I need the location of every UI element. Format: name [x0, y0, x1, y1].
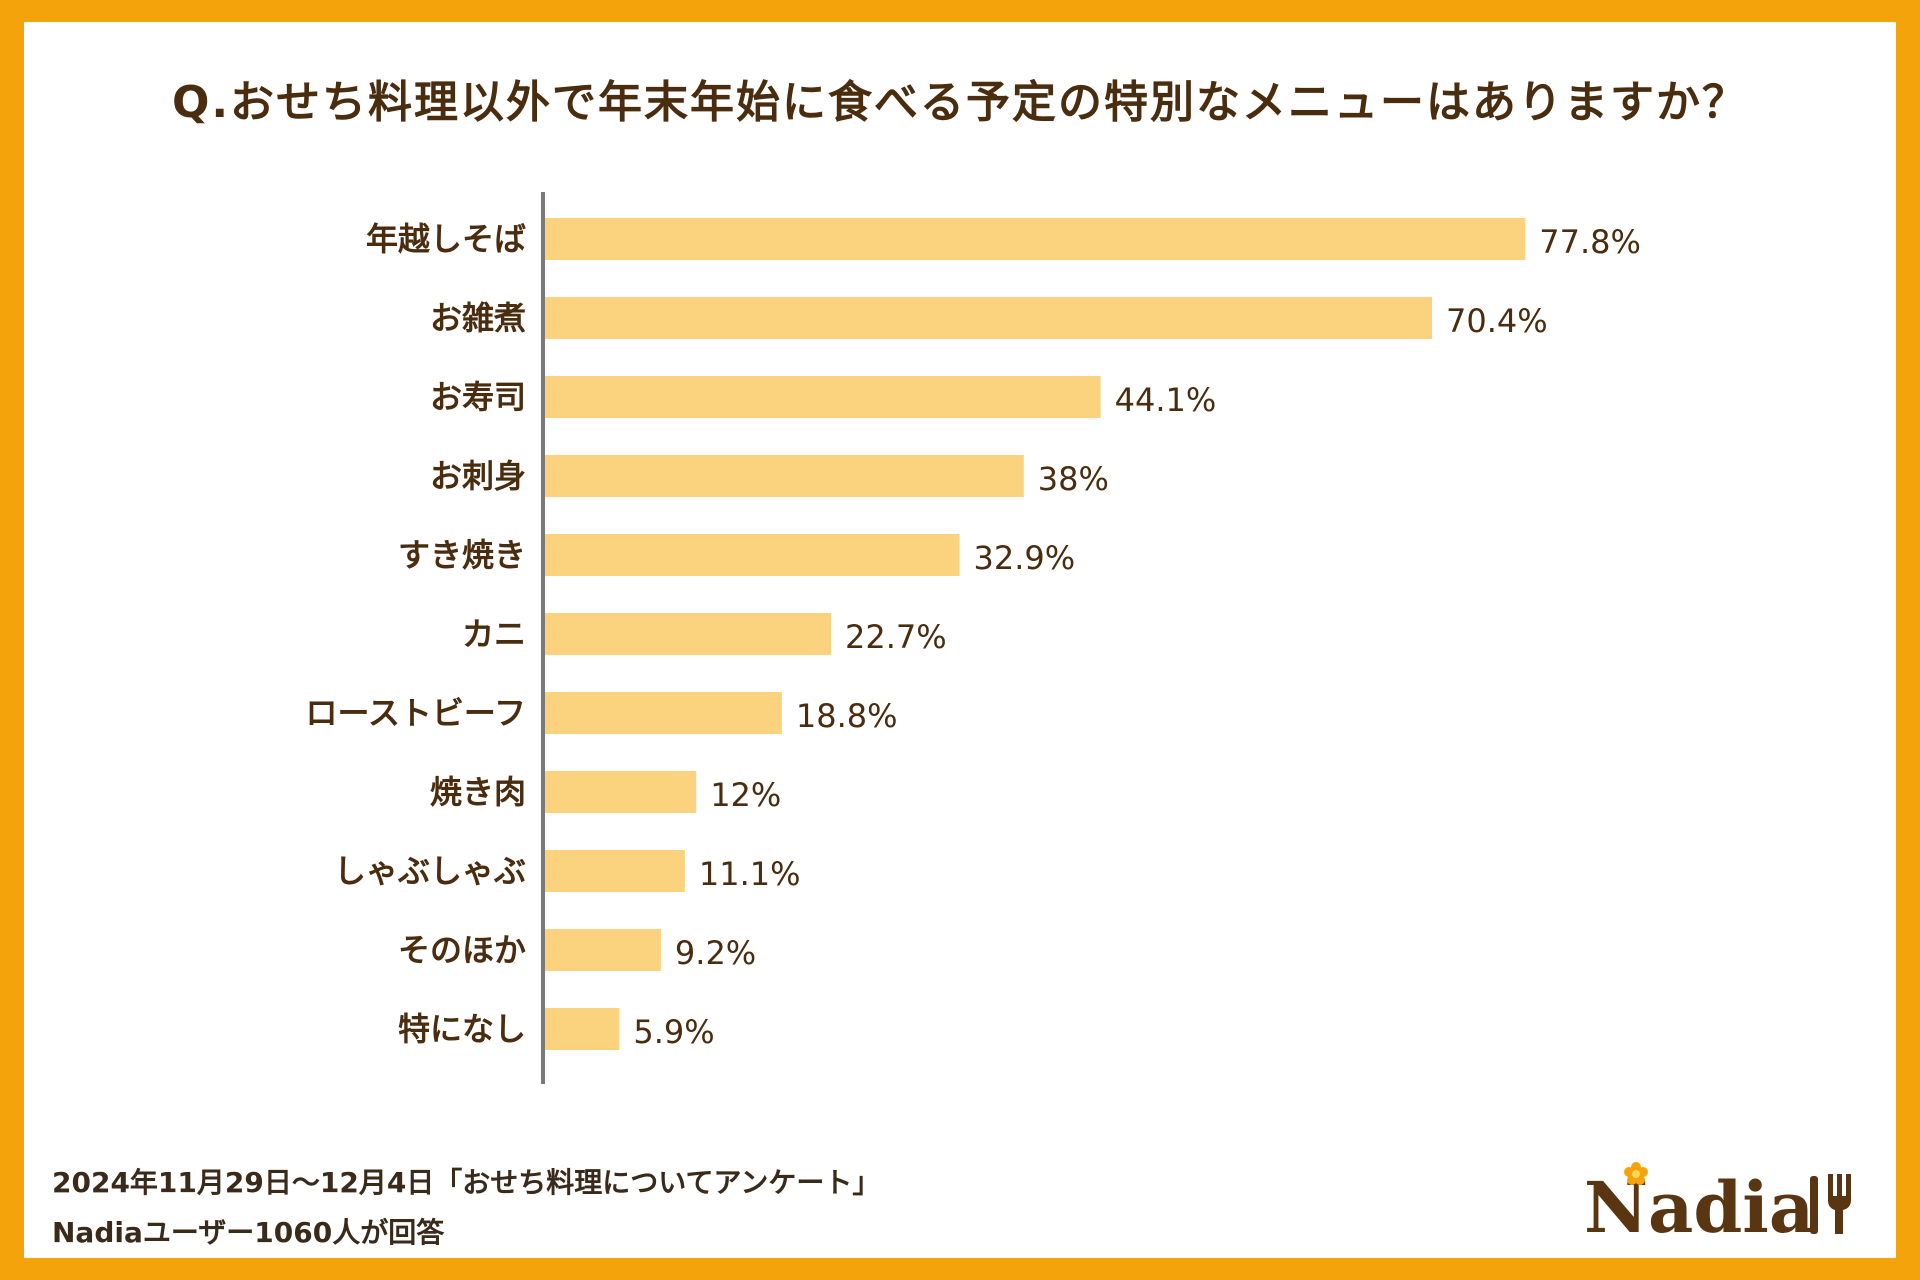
value-label: 22.7% [845, 618, 947, 656]
value-label: 18.8% [796, 697, 898, 735]
flower-icon [1624, 1162, 1648, 1185]
chart-title: Q.おせち料理以外で年末年始に食べる予定の特別なメニューはありますか？ [171, 77, 1749, 128]
category-label: 特になし [398, 1010, 526, 1048]
category-label: そのほか [398, 931, 526, 969]
bar-1 [545, 218, 1526, 260]
value-label: 9.2% [675, 934, 756, 972]
value-label: 70.4% [1446, 302, 1548, 340]
value-label: 12% [710, 776, 781, 814]
category-label: しゃぶしゃぶ [334, 852, 526, 890]
category-label: お刺身 [430, 457, 526, 495]
value-label: 77.8% [1539, 223, 1641, 261]
survey-footer: 2024年11月29日〜12月4日「おせち料理についてアンケート」 Nadiaユ… [52, 1158, 880, 1258]
category-label: お雑煮 [430, 299, 526, 337]
bar-3 [545, 376, 1101, 418]
logo-text: Nadia [1584, 1166, 1814, 1242]
category-label: すき焼き [398, 536, 526, 574]
bar-11 [545, 1008, 620, 1050]
survey-period: 2024年11月29日〜12月4日「おせち料理についてアンケート」 [52, 1166, 881, 1199]
value-label: 44.1% [1115, 381, 1217, 419]
value-label: 11.1% [699, 855, 801, 893]
category-label: 年越しそば [366, 220, 526, 258]
bar-7 [545, 692, 782, 734]
category-label: ローストビーフ [306, 694, 526, 732]
category-label: カニ [462, 615, 526, 653]
chart-card: Q.おせち料理以外で年末年始に食べる予定の特別なメニューはありますか？ 年越しそ… [24, 22, 1896, 1258]
value-label: 38% [1038, 460, 1109, 498]
value-label: 5.9% [633, 1013, 714, 1051]
bars-group: 年越しそば 77.8% お雑煮 70.4% お寿司 44.1% お刺身 38% すき焼き 32.9… [306, 218, 1641, 1051]
fork-knife-icon [1810, 1174, 1851, 1234]
bar-8 [545, 771, 697, 813]
bar-9 [545, 850, 685, 892]
bar-2 [545, 297, 1433, 339]
category-label: お寿司 [430, 378, 526, 416]
nadia-logo: Nadia [1584, 1162, 1851, 1242]
category-label: 焼き肉 [430, 773, 526, 811]
bar-10 [545, 929, 661, 971]
bar-4 [545, 455, 1024, 497]
bar-6 [545, 613, 832, 655]
value-label: 32.9% [974, 539, 1076, 577]
survey-respondents: Nadiaユーザー1060人が回答 [52, 1216, 445, 1249]
bar-5 [545, 534, 960, 576]
bar-chart: 年越しそば 77.8% お雑煮 70.4% お寿司 44.1% お刺身 38% すき焼き 32.9… [306, 192, 1641, 1084]
